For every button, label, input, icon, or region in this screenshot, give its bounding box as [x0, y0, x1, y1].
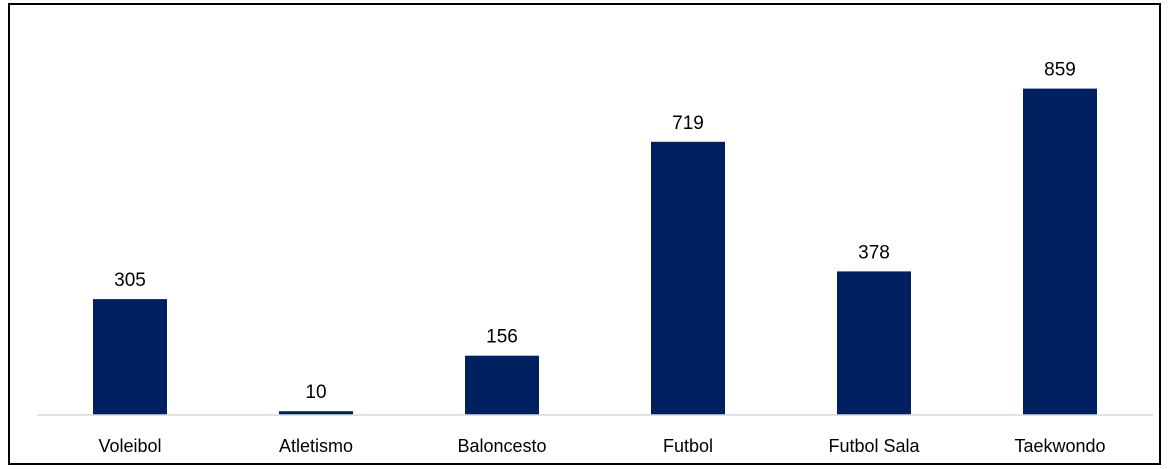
bar-voleibol — [93, 299, 167, 415]
data-label: 859 — [1044, 60, 1076, 81]
x-tick-labels-layer: Voleibol Atletismo Baloncesto Futbol Futbol … — [98, 436, 1105, 456]
bar-futbol-sala — [837, 271, 911, 415]
bar-futbol — [651, 141, 725, 416]
bar-baloncesto — [465, 355, 539, 415]
bars-layer — [93, 88, 1097, 416]
x-tick-label: Baloncesto — [457, 436, 546, 456]
bar-taekwondo — [1023, 88, 1097, 415]
x-tick-label: Futbol — [663, 436, 713, 456]
data-label: 378 — [858, 242, 890, 263]
data-labels-layer: 305 10 156 719 378 859 — [114, 60, 1076, 404]
data-label: 305 — [114, 270, 146, 291]
data-label: 719 — [672, 113, 704, 134]
x-tick-label: Atletismo — [279, 436, 353, 456]
x-tick-label: Futbol Sala — [828, 436, 920, 456]
chart-frame: 305 10 156 719 378 859 Voleibol Atletismo Balon… — [8, 3, 1161, 465]
bar-chart: 305 10 156 719 378 859 Voleibol Atletismo Balon… — [37, 60, 1153, 456]
bar-atletismo — [279, 411, 353, 415]
x-tick-label: Voleibol — [98, 436, 161, 456]
data-label: 156 — [486, 327, 518, 348]
data-label: 10 — [305, 382, 326, 403]
x-tick-label: Taekwondo — [1014, 436, 1105, 456]
